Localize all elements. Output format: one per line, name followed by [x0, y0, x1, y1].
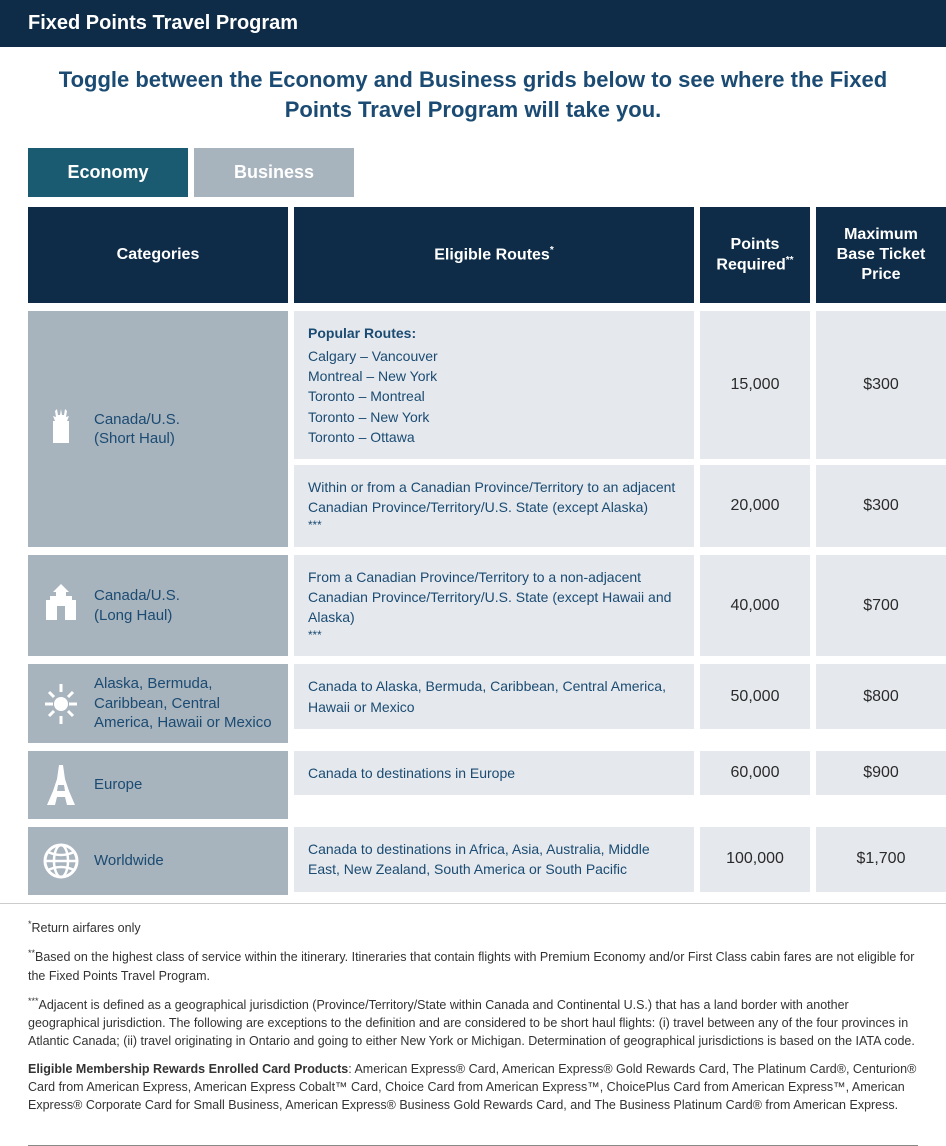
price-cell: $900 [816, 751, 946, 795]
route-cell: Popular Routes: Calgary – VancouverMontre… [294, 311, 694, 459]
col-points: Points Required** [700, 207, 810, 303]
route-text: Canada to Alaska, Bermuda, Caribbean, Ce… [308, 676, 680, 717]
points-cell: 20,000 [700, 465, 810, 547]
globe-icon [42, 837, 80, 885]
category-label: Europe [94, 775, 142, 795]
category-label: Canada/U.S.(Short Haul) [94, 410, 180, 449]
category-block: Europe Canada to destinations in Europe 60… [28, 751, 918, 819]
points-cell: 60,000 [700, 751, 810, 795]
points-cell: 15,000 [700, 311, 810, 459]
tab-business[interactable]: Business [194, 148, 354, 197]
tabs: Economy Business [0, 148, 946, 197]
footnote-1: Return airfares only [32, 921, 141, 935]
page-title-bar: Fixed Points Travel Program [0, 0, 946, 47]
table-row: Popular Routes: Calgary – VancouverMontre… [294, 311, 946, 459]
table-row: Within or from a Canadian Province/Terri… [294, 465, 946, 547]
table-row: Canada to destinations in Europe 60,000$9… [294, 751, 946, 795]
sun-icon [42, 680, 80, 728]
sub-rows: From a Canadian Province/Territory to a … [294, 555, 946, 657]
table-row: From a Canadian Province/Territory to a … [294, 555, 946, 657]
route-cell: Canada to destinations in Africa, Asia, … [294, 827, 694, 892]
route-cell: Within or from a Canadian Province/Terri… [294, 465, 694, 547]
route-cell: Canada to destinations in Europe [294, 751, 694, 795]
route-cell: Canada to Alaska, Bermuda, Caribbean, Ce… [294, 664, 694, 729]
table-row: Canada to destinations in Africa, Asia, … [294, 827, 946, 892]
category-label: Alaska, Bermuda, Caribbean, Central Amer… [94, 674, 274, 733]
popular-routes-title: Popular Routes: [308, 323, 680, 343]
route-line: Montreal – New York [308, 366, 680, 386]
price-cell: $300 [816, 311, 946, 459]
category-label: Canada/U.S.(Long Haul) [94, 586, 180, 625]
route-sup: *** [308, 518, 680, 535]
route-line: Calgary – Vancouver [308, 346, 680, 366]
liberty-icon [42, 405, 80, 453]
points-cell: 50,000 [700, 664, 810, 729]
route-text: Canada to destinations in Africa, Asia, … [308, 839, 680, 880]
bottom-rule [28, 1145, 918, 1146]
price-cell: $300 [816, 465, 946, 547]
category-block: Alaska, Bermuda, Caribbean, Central Amer… [28, 664, 918, 743]
points-cell: 40,000 [700, 555, 810, 657]
points-grid: Categories Eligible Routes* Points Requi… [0, 197, 946, 895]
eiffel-icon [42, 761, 80, 809]
category-block: Canada/U.S.(Short Haul) Popular Routes: Ca… [28, 311, 918, 546]
route-cell: From a Canadian Province/Territory to a … [294, 555, 694, 657]
sub-rows: Canada to Alaska, Bermuda, Caribbean, Ce… [294, 664, 946, 743]
category-label: Worldwide [94, 851, 164, 871]
table-row: Canada to Alaska, Bermuda, Caribbean, Ce… [294, 664, 946, 729]
sub-rows: Canada to destinations in Africa, Asia, … [294, 827, 946, 895]
col-routes: Eligible Routes* [294, 207, 694, 303]
footnote-2-sup: ** [28, 948, 35, 958]
capitol-icon [42, 582, 80, 630]
route-line: Toronto – Montreal [308, 386, 680, 406]
category-cell: Canada/U.S.(Long Haul) [28, 555, 288, 657]
price-cell: $1,700 [816, 827, 946, 892]
footnote-3-sup: *** [28, 996, 39, 1006]
footnotes: *Return airfares only **Based on the hig… [0, 903, 946, 1145]
subtitle: Toggle between the Economy and Business … [0, 47, 946, 148]
price-cell: $700 [816, 555, 946, 657]
price-cell: $800 [816, 664, 946, 729]
grid-header-row: Categories Eligible Routes* Points Requi… [28, 207, 918, 303]
category-cell: Worldwide [28, 827, 288, 895]
category-cell: Canada/U.S.(Short Haul) [28, 311, 288, 546]
route-line: Toronto – New York [308, 407, 680, 427]
route-line: Toronto – Ottawa [308, 427, 680, 447]
page-title: Fixed Points Travel Program [28, 12, 298, 34]
tab-economy[interactable]: Economy [28, 148, 188, 197]
category-block: Worldwide Canada to destinations in Afric… [28, 827, 918, 895]
category-cell: Europe [28, 751, 288, 819]
route-text: Within or from a Canadian Province/Terri… [308, 477, 680, 518]
col-categories: Categories [28, 207, 288, 303]
category-cell: Alaska, Bermuda, Caribbean, Central Amer… [28, 664, 288, 743]
route-sup: *** [308, 628, 680, 645]
footnote-3: Adjacent is defined as a geographical ju… [28, 998, 915, 1048]
footnote-2: Based on the highest class of service wi… [28, 950, 914, 982]
sub-rows: Popular Routes: Calgary – VancouverMontre… [294, 311, 946, 546]
footnote-4-lead: Eligible Membership Rewards Enrolled Car… [28, 1062, 348, 1076]
route-text: Canada to destinations in Europe [308, 763, 680, 783]
category-block: Canada/U.S.(Long Haul) From a Canadian Pr… [28, 555, 918, 657]
route-text: From a Canadian Province/Territory to a … [308, 567, 680, 628]
points-cell: 100,000 [700, 827, 810, 892]
sub-rows: Canada to destinations in Europe 60,000$9… [294, 751, 946, 819]
col-price: Maximum Base Ticket Price [816, 207, 946, 303]
